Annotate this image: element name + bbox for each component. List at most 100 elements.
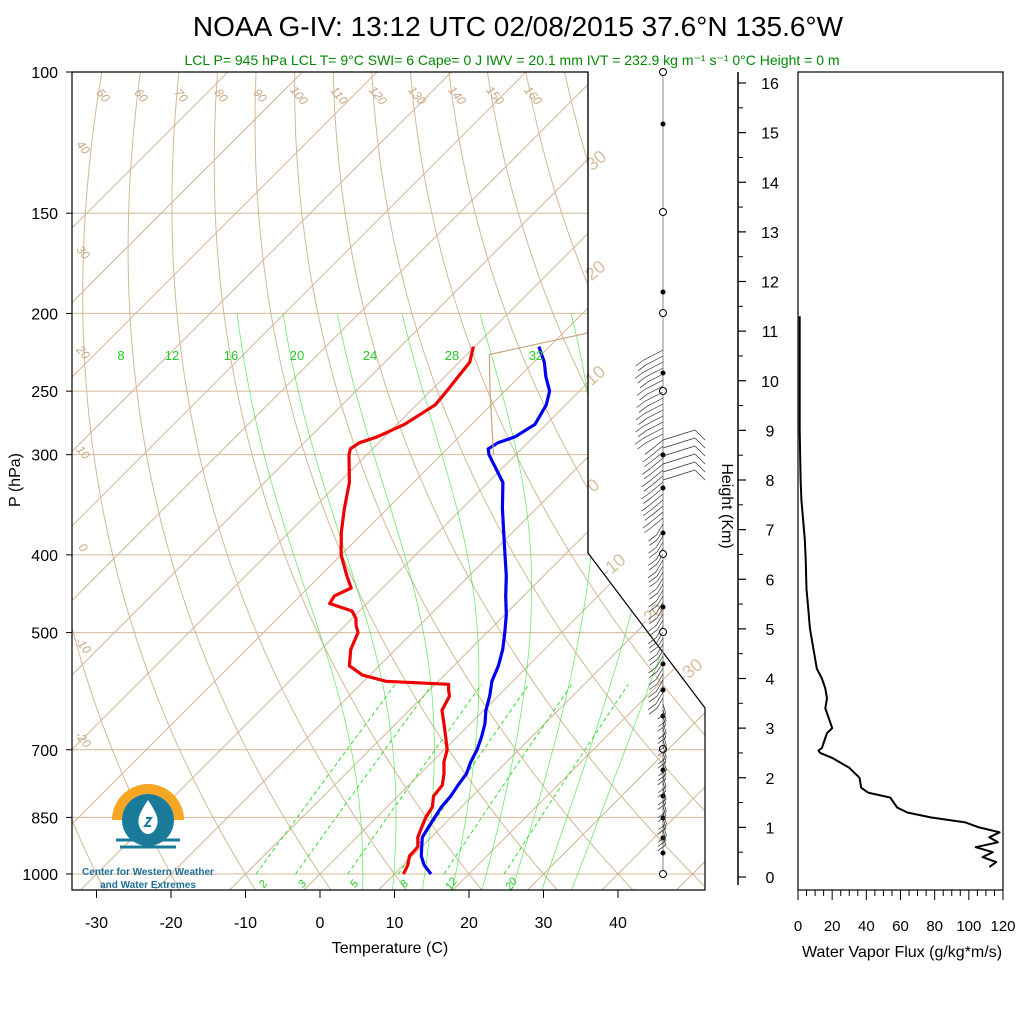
isotherm-line [302,72,705,890]
dry-adiabat-line [294,72,635,890]
wind-barb [662,727,667,738]
wind-level-marker [659,68,667,76]
mixing-ratio-top-label: 16 [224,348,238,363]
isotherm-line [72,72,676,890]
height-tick-label: 4 [766,672,775,689]
wind-barb [656,607,664,618]
flux-x-tick-label: 60 [892,918,909,935]
wind-barb [649,469,664,481]
dry-adiabat-line [912,72,1024,891]
wind-barb [662,745,667,758]
wind-barb [662,829,667,841]
moist-adiabat-line [570,313,705,890]
wind-barb [643,349,664,361]
wind-barb-flag [644,526,653,534]
isotherm-line [153,72,705,890]
x-tick-label: 10 [386,915,404,932]
wind-barb-flag [642,509,652,517]
moist-adiabat-line [282,313,397,890]
wind-barb-flag [637,430,647,438]
wind-barb [656,685,664,697]
x-tick-label: 30 [535,915,553,932]
dry-adiabat-line [796,72,1024,891]
wind-barb [656,541,664,552]
wind-barb [645,355,664,366]
wind-barb [656,667,664,680]
wind-level-marker [660,850,666,856]
dry-adiabat-line [409,72,705,890]
left-isotherm-label: -20 [72,728,94,751]
wind-barb-flag [638,418,647,425]
wind-barb [655,613,664,626]
wind-barb-flag [637,364,647,372]
y-axis-title: P (hPa) [7,453,24,507]
wind-barb-flag [649,646,659,654]
wind-barb [656,523,664,536]
mixing-ratio-bottom-label: 12 [443,876,460,893]
wind-barb [656,631,664,643]
wind-barb [662,763,667,775]
wind-barb [662,775,667,787]
mixing-ratio-line [347,684,483,875]
wind-barb-flag [639,381,649,389]
wind-barb-flag [648,576,658,583]
flux-frame [797,71,1004,891]
skewt-frame [71,71,706,891]
isotherm-line [79,72,705,890]
skewt-border [71,71,706,891]
wind-barb [656,535,664,548]
height-tick-label: 2 [766,771,775,788]
wind-barb [647,373,664,383]
wind-barb-flag [635,425,644,433]
parcel-line [488,81,705,455]
wind-barb-flag [637,442,646,450]
isotherm-line [451,72,705,890]
dry-adiabat-line [254,72,559,890]
wind-barb-flag [648,642,658,649]
wind-barb-flag [644,514,653,521]
wind-barb-flag [641,504,650,512]
wind-barb [662,453,696,465]
wind-barb-flag [643,485,652,492]
isotherm-line [377,72,705,890]
left-isotherm-label: 40 [73,138,93,157]
x-tick-label: -20 [159,915,182,932]
wind-barb [662,445,696,457]
wind-barb-flag [647,571,657,579]
dry-adiabat-label: 110 [328,84,351,108]
wind-barb-flag [648,678,657,686]
wind-barb-flag [649,551,658,559]
wind-barb [652,451,664,462]
moist-adiabat-line [401,313,480,890]
wind-barb-flag [643,497,652,504]
x-tick-label: -10 [234,915,257,932]
y-tick-label: 150 [31,206,58,223]
wind-barb-flag [694,445,706,457]
wind-barb-flag [636,389,646,396]
dry-adiabat-label: 120 [366,83,390,108]
wind-barb-flag [649,605,658,612]
wind-barb [655,547,664,560]
wind-barb [646,409,664,419]
mixing-ratio-line [295,684,433,875]
dry-adiabat-line [641,72,705,890]
dry-adiabat-label: 140 [445,83,469,108]
wind-barb [662,811,667,824]
isotherm-line [72,72,229,890]
mixing-ratio-line [503,684,629,875]
wind-barb [657,529,664,540]
wind-barb-flag [649,658,658,666]
left-isotherm-label: 10 [73,443,93,462]
wind-barb [656,655,664,668]
wind-barb [655,691,664,704]
flux-line [798,316,1001,868]
wind-barb-flag [634,372,644,379]
dry-adiabat-line [72,72,106,890]
wind-barb [656,565,664,577]
wind-barb-flag [647,703,657,711]
flux-x-axis-title: Water Vapor Flux (g/kg*m/s) [802,944,1002,961]
mixing-ratio-top-label: 8 [117,348,124,363]
wind-barb-flag [648,563,658,571]
right-isotherm-label: 30 [582,146,610,174]
